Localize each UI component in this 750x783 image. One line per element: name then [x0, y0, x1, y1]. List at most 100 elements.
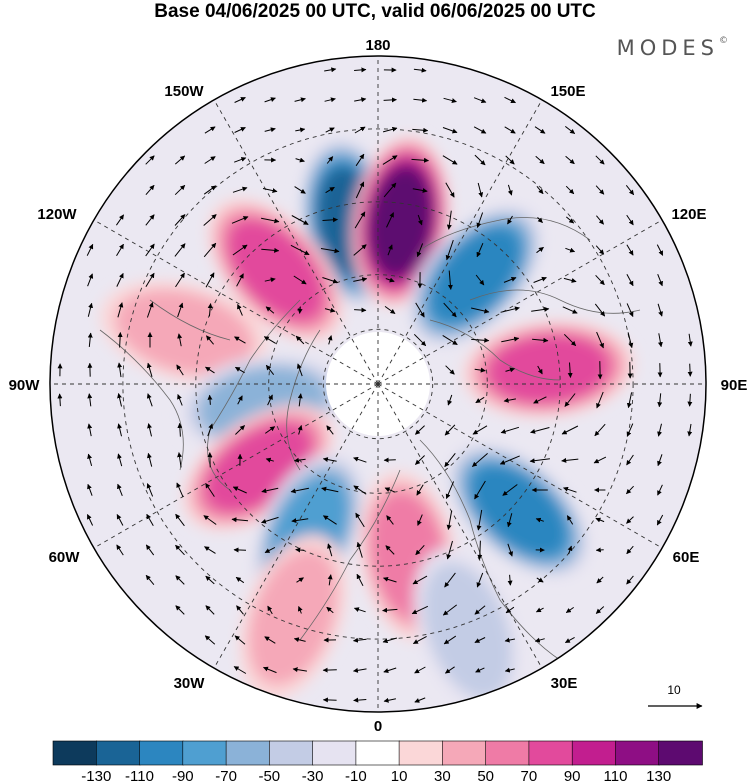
wind-vector [355, 153, 365, 167]
wind-vector [417, 214, 423, 226]
wind-vector [383, 97, 397, 103]
wind-vector [292, 667, 307, 673]
anomaly-contour-band [369, 167, 433, 276]
colorbar-tick-label: 130 [646, 768, 671, 783]
colorbar-tick-label: 10 [391, 768, 408, 783]
wind-vector [87, 483, 93, 496]
wind-vector [445, 365, 455, 375]
wind-vector [293, 637, 306, 643]
meridian-line [377, 99, 543, 385]
wind-vector [562, 306, 578, 314]
wind-vector [596, 331, 604, 349]
wind-vector [116, 544, 124, 556]
wind-vector [177, 302, 184, 318]
wind-vector [506, 513, 513, 528]
wind-vector [356, 541, 363, 558]
wind-vector [174, 243, 186, 257]
wind-vector [353, 637, 367, 643]
wind-vector [117, 453, 123, 467]
wind-vector [474, 637, 486, 643]
wind-vector [565, 155, 575, 165]
wind-vector [476, 212, 484, 228]
wind-vector [596, 391, 604, 409]
wind-vector [474, 605, 486, 615]
wind-vector [175, 605, 185, 615]
wind-vector [413, 67, 427, 73]
wind-vector [293, 275, 307, 285]
wind-vector [296, 577, 304, 583]
wind-vector [87, 423, 93, 437]
wind-vector [656, 514, 664, 526]
wind-vector [412, 635, 427, 645]
coastline-segment [286, 329, 321, 471]
wind-vector [470, 307, 490, 314]
colorbar-segment [571, 740, 617, 766]
wind-vector [234, 97, 246, 103]
wind-vector [564, 393, 576, 407]
wind-vector [236, 605, 244, 615]
wind-vector [537, 217, 543, 223]
wind-vector [507, 215, 513, 225]
wind-vector [353, 277, 368, 282]
wind-vector [626, 545, 634, 555]
wind-vector [354, 307, 367, 313]
wind-vector [626, 274, 634, 287]
wind-vector [536, 246, 544, 254]
wind-vector [563, 277, 577, 283]
wind-vector [87, 393, 93, 407]
wind-vector [205, 482, 215, 497]
wind-vector [235, 425, 245, 435]
latitude-circle [268, 274, 488, 494]
wind-vector [507, 184, 513, 196]
wind-vector [322, 457, 337, 463]
wind-vector [445, 481, 455, 500]
wind-vector [176, 482, 184, 498]
wind-vector [471, 337, 490, 343]
wind-vector [353, 485, 367, 495]
wind-vector [505, 606, 515, 614]
wind-vector [261, 247, 280, 253]
wind-vector [177, 333, 183, 347]
wind-vector [147, 423, 152, 437]
colorbar-segment [442, 740, 487, 766]
coastline-segment [429, 319, 561, 381]
wind-vector [687, 423, 693, 437]
wind-vector [535, 607, 544, 613]
wind-vector [146, 393, 153, 407]
wind-vector [473, 97, 487, 103]
wind-vector [474, 367, 486, 373]
wind-vector [444, 572, 456, 588]
wind-vector [116, 514, 124, 526]
lon-label-90e: 90E [721, 377, 748, 394]
wind-vector [291, 518, 309, 524]
wind-vector [594, 303, 606, 317]
wind-vector [595, 245, 605, 255]
colorbar-tick-label: -130 [81, 768, 111, 783]
wind-vector [234, 127, 246, 133]
anomaly-contour-band [430, 227, 521, 324]
wind-vector [416, 484, 424, 496]
wind-vector [87, 332, 93, 347]
wind-vector [657, 303, 663, 317]
wind-vector [382, 155, 398, 165]
anomaly-contour-band [470, 465, 567, 557]
wind-vector [354, 211, 366, 229]
wind-vector [529, 458, 550, 464]
wind-vector [565, 185, 575, 195]
map-title: Base 04/06/2025 00 UTC, valid 06/06/2025… [154, 1, 596, 22]
anomaly-contour-band [248, 549, 338, 685]
coastline-segment [419, 439, 561, 661]
wind-vector [295, 127, 306, 133]
wind-vector [87, 273, 94, 287]
wind-vector [595, 185, 605, 195]
wind-vector [383, 182, 397, 198]
wind-vector [264, 636, 276, 644]
wind-vector [326, 156, 334, 164]
wind-vector [263, 666, 277, 674]
wind-vector [593, 456, 607, 464]
wind-vector [57, 393, 63, 407]
wind-vector [626, 454, 634, 466]
wind-vector [411, 605, 429, 615]
wind-vector [566, 515, 574, 525]
colorbar-tick-label: 50 [477, 768, 494, 783]
